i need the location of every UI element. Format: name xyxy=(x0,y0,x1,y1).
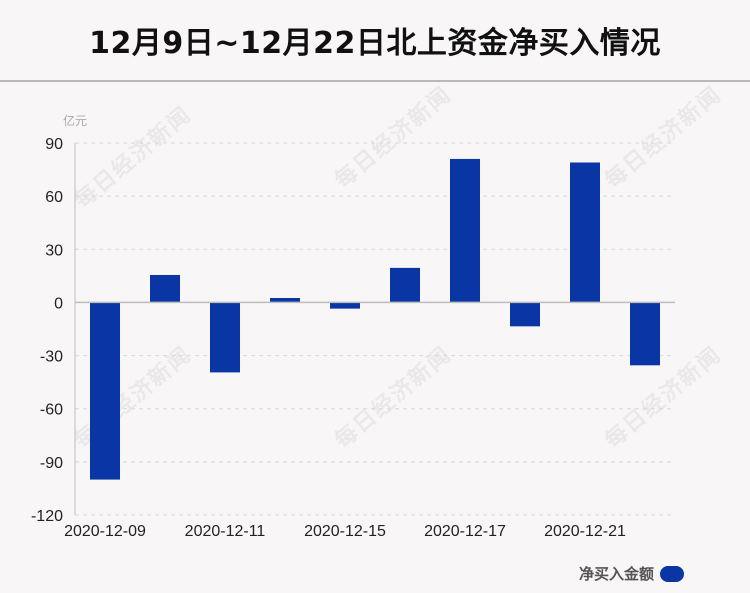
bar xyxy=(90,302,120,480)
legend-label: 净买入金额 xyxy=(578,565,654,583)
bar xyxy=(330,302,360,309)
y-tick-label: -90 xyxy=(40,455,63,472)
y-tick-label: -30 xyxy=(40,349,63,366)
x-tick-label: 2020-12-21 xyxy=(544,523,626,540)
bar xyxy=(150,274,180,303)
bar xyxy=(390,267,420,303)
legend-swatch xyxy=(660,565,684,582)
title-divider xyxy=(0,80,750,82)
bar xyxy=(510,302,540,327)
y-tick-label: -60 xyxy=(40,402,63,419)
chart-title: 12月9日~12月22日北上资金净买入情况 xyxy=(89,26,661,61)
y-tick-label: 60 xyxy=(45,189,63,206)
y-tick-label: 0 xyxy=(54,295,63,312)
legend: 净买入金额 xyxy=(579,563,684,584)
y-tick-label: -120 xyxy=(31,508,63,525)
bar xyxy=(450,158,480,303)
x-tick-label: 2020-12-17 xyxy=(424,523,506,540)
bar xyxy=(270,298,300,303)
bar xyxy=(570,162,600,303)
y-unit-label: 亿元 xyxy=(63,113,87,128)
x-tick-label: 2020-12-15 xyxy=(304,523,386,540)
bar xyxy=(210,302,240,373)
x-tick-label: 2020-12-11 xyxy=(185,523,266,540)
y-tick-label: 30 xyxy=(45,242,63,259)
y-tick-label: 90 xyxy=(45,136,63,153)
x-tick-label: 2020-12-09 xyxy=(64,523,146,540)
bar xyxy=(630,302,660,366)
